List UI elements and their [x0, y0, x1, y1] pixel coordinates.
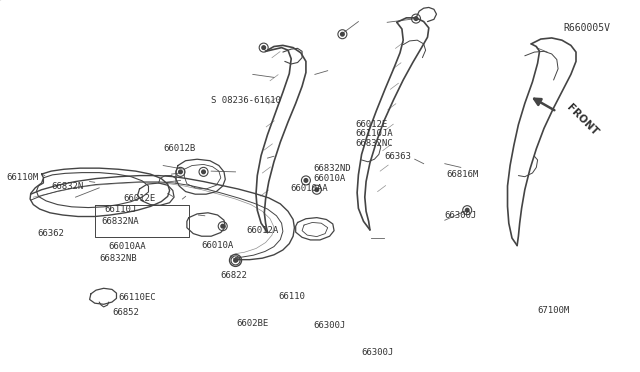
- Text: 66300J: 66300J: [445, 211, 477, 220]
- Text: 66010A: 66010A: [202, 241, 234, 250]
- Text: 66110EC: 66110EC: [118, 293, 156, 302]
- Circle shape: [315, 188, 319, 192]
- Text: 66012E: 66012E: [124, 194, 156, 203]
- Text: 66832NB: 66832NB: [99, 254, 137, 263]
- Text: 66832N: 66832N: [51, 182, 83, 191]
- Circle shape: [465, 208, 469, 212]
- Text: 66110: 66110: [278, 292, 305, 301]
- Circle shape: [340, 32, 344, 36]
- Circle shape: [262, 46, 266, 49]
- Text: 66010AA: 66010AA: [290, 185, 328, 193]
- Text: 66816M: 66816M: [447, 170, 479, 179]
- Text: 66110J: 66110J: [104, 205, 136, 214]
- Circle shape: [221, 224, 225, 228]
- Text: 66832NA: 66832NA: [101, 217, 139, 226]
- Text: 66110JA: 66110JA: [355, 129, 393, 138]
- Text: S: S: [233, 257, 238, 263]
- Text: 66012A: 66012A: [246, 226, 278, 235]
- Text: FRONT: FRONT: [564, 103, 600, 138]
- Text: R660005V: R660005V: [563, 23, 610, 33]
- Text: 66010A: 66010A: [314, 174, 346, 183]
- Text: 66012B: 66012B: [163, 144, 195, 153]
- Circle shape: [179, 170, 182, 174]
- Text: 6602BE: 6602BE: [237, 319, 269, 328]
- Text: 66363: 66363: [384, 152, 411, 161]
- Text: 66012E: 66012E: [355, 120, 387, 129]
- Text: 66300J: 66300J: [314, 321, 346, 330]
- Circle shape: [304, 179, 308, 182]
- Text: 67100M: 67100M: [538, 306, 570, 315]
- Text: 66822: 66822: [221, 271, 248, 280]
- Circle shape: [234, 259, 237, 262]
- Text: 66010AA: 66010AA: [109, 242, 147, 251]
- Text: 66832NC: 66832NC: [355, 139, 393, 148]
- Text: S 08236-61610: S 08236-61610: [211, 96, 281, 105]
- Text: 66300J: 66300J: [362, 348, 394, 357]
- Text: 66362: 66362: [37, 229, 64, 238]
- Text: 66110M: 66110M: [6, 173, 38, 182]
- Circle shape: [202, 170, 205, 174]
- Text: 66852: 66852: [112, 308, 139, 317]
- Text: 66832ND: 66832ND: [314, 164, 351, 173]
- Circle shape: [414, 17, 418, 20]
